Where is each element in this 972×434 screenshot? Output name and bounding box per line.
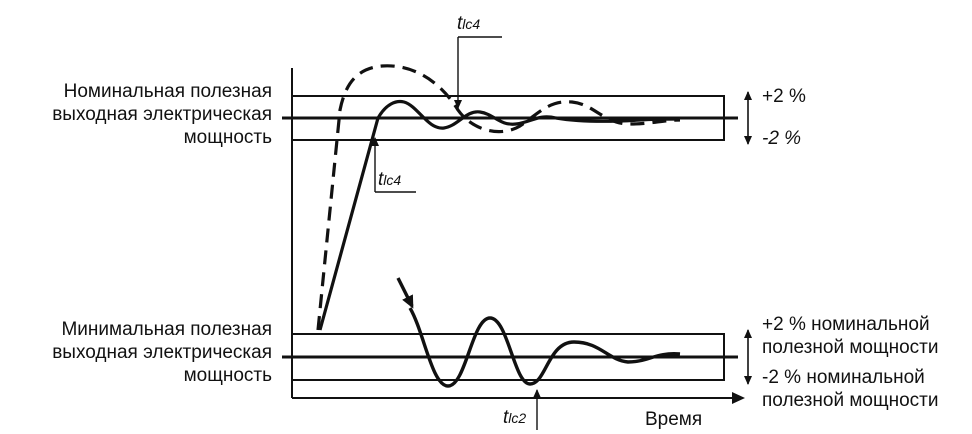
nominal-power-label: Номинальная полезная выходная электричес…	[52, 80, 272, 149]
nominal-power-line-1: Номинальная полезная	[63, 81, 272, 102]
minimum-power-line-1: Минимальная полезная	[61, 319, 272, 340]
nominal-power-line-3: мощность	[183, 127, 272, 148]
upper-band-minus-label: -2 %	[762, 128, 802, 149]
lower-band-plus-label: +2 % номинальной полезной мощности	[762, 313, 938, 359]
t-lc4-mid-label: tlc4	[378, 168, 401, 192]
minimum-power-line-2: выходная электрическая	[52, 342, 272, 363]
dashed-response-curve	[316, 64, 681, 331]
t-lc2-symbol: t	[503, 407, 509, 428]
t-lc2-subscript: lc2	[508, 410, 527, 426]
lower-band-minus-label: -2 % номинальной полезной мощности	[762, 366, 938, 412]
t-lc4-mid-symbol: t	[378, 169, 384, 190]
lower-band-minus-line-1: -2 % номинальной	[762, 367, 925, 388]
nominal-power-line-2: выходная электрическая	[52, 104, 272, 125]
minimum-power-label: Минимальная полезная выходная электричес…	[52, 318, 272, 387]
t-lc4-top-label: tlc4	[457, 12, 480, 36]
t-lc4-top-subscript: lc4	[462, 16, 481, 32]
lower-response-curve	[408, 307, 681, 388]
t-lc2-label: tlc2	[503, 406, 526, 430]
upper-band-plus-label: +2 %	[762, 86, 806, 107]
lower-response-lead-in-arrow	[396, 277, 414, 309]
lower-band-plus-line-2: полезной мощности	[762, 337, 939, 358]
lower-band-plus-line-1: +2 % номинальной	[762, 314, 930, 335]
solid-response-curve	[318, 99, 681, 331]
lower-band-minus-line-2: полезной мощности	[762, 390, 939, 411]
time-axis-label: Время	[645, 409, 703, 430]
t-lc4-mid-subscript: lc4	[383, 172, 402, 188]
minimum-power-line-3: мощность	[183, 365, 272, 386]
t-lc4-top-symbol: t	[457, 13, 463, 34]
